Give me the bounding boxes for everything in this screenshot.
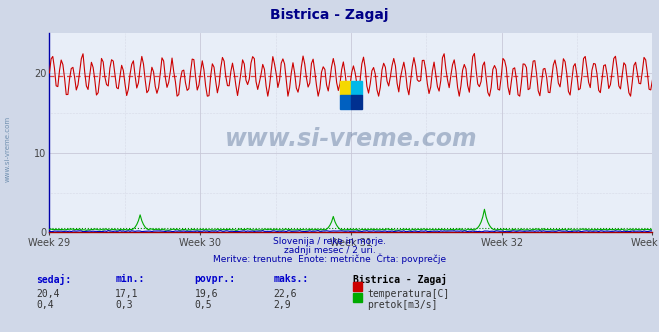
Text: 22,6: 22,6 xyxy=(273,289,297,299)
Text: www.si-vreme.com: www.si-vreme.com xyxy=(5,116,11,183)
Text: 0,4: 0,4 xyxy=(36,300,54,310)
Text: maks.:: maks.: xyxy=(273,274,308,284)
Text: min.:: min.: xyxy=(115,274,145,284)
Text: Bistrica - Zagaj: Bistrica - Zagaj xyxy=(270,8,389,22)
Text: 20,4: 20,4 xyxy=(36,289,60,299)
Text: 0,5: 0,5 xyxy=(194,300,212,310)
Text: 19,6: 19,6 xyxy=(194,289,218,299)
Text: 0,3: 0,3 xyxy=(115,300,133,310)
Text: 17,1: 17,1 xyxy=(115,289,139,299)
Bar xyxy=(340,95,351,109)
Text: pretok[m3/s]: pretok[m3/s] xyxy=(367,300,438,310)
Text: temperatura[C]: temperatura[C] xyxy=(367,289,449,299)
Text: sedaj:: sedaj: xyxy=(36,274,71,285)
Bar xyxy=(340,81,351,95)
Text: Bistrica - Zagaj: Bistrica - Zagaj xyxy=(353,274,447,285)
Bar xyxy=(351,81,362,95)
Bar xyxy=(351,95,362,109)
Text: 2,9: 2,9 xyxy=(273,300,291,310)
Text: Meritve: trenutne  Enote: metrične  Črta: povprečje: Meritve: trenutne Enote: metrične Črta: … xyxy=(213,254,446,265)
Text: zadnji mesec / 2 uri.: zadnji mesec / 2 uri. xyxy=(283,246,376,255)
Text: www.si-vreme.com: www.si-vreme.com xyxy=(225,127,477,151)
Text: povpr.:: povpr.: xyxy=(194,274,235,284)
Text: Slovenija / reke in morje.: Slovenija / reke in morje. xyxy=(273,237,386,246)
